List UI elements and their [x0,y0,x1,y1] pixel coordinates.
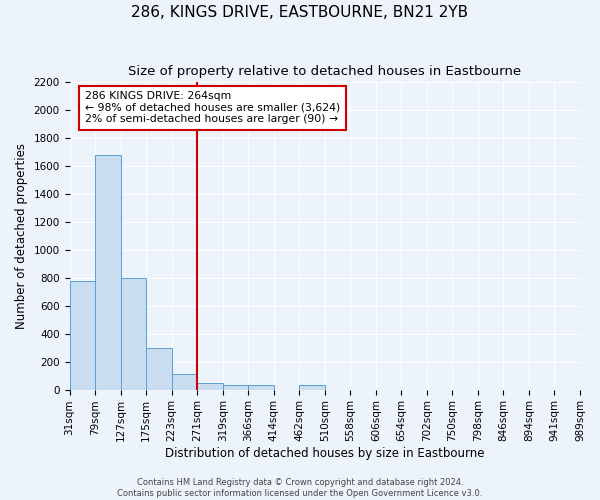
Bar [146,348,172,390]
X-axis label: Distribution of detached houses by size in Eastbourne: Distribution of detached houses by size … [165,447,485,460]
Bar [121,278,146,390]
Bar [95,154,121,390]
Bar [172,374,197,390]
Bar [70,280,95,390]
Y-axis label: Number of detached properties: Number of detached properties [15,143,28,329]
Text: 286, KINGS DRIVE, EASTBOURNE, BN21 2YB: 286, KINGS DRIVE, EASTBOURNE, BN21 2YB [131,5,469,20]
Bar [299,386,325,390]
Bar [223,384,248,390]
Bar [197,384,223,390]
Text: Contains HM Land Registry data © Crown copyright and database right 2024.
Contai: Contains HM Land Registry data © Crown c… [118,478,482,498]
Title: Size of property relative to detached houses in Eastbourne: Size of property relative to detached ho… [128,65,521,78]
Text: 286 KINGS DRIVE: 264sqm
← 98% of detached houses are smaller (3,624)
2% of semi-: 286 KINGS DRIVE: 264sqm ← 98% of detache… [85,91,340,124]
Bar [248,384,274,390]
